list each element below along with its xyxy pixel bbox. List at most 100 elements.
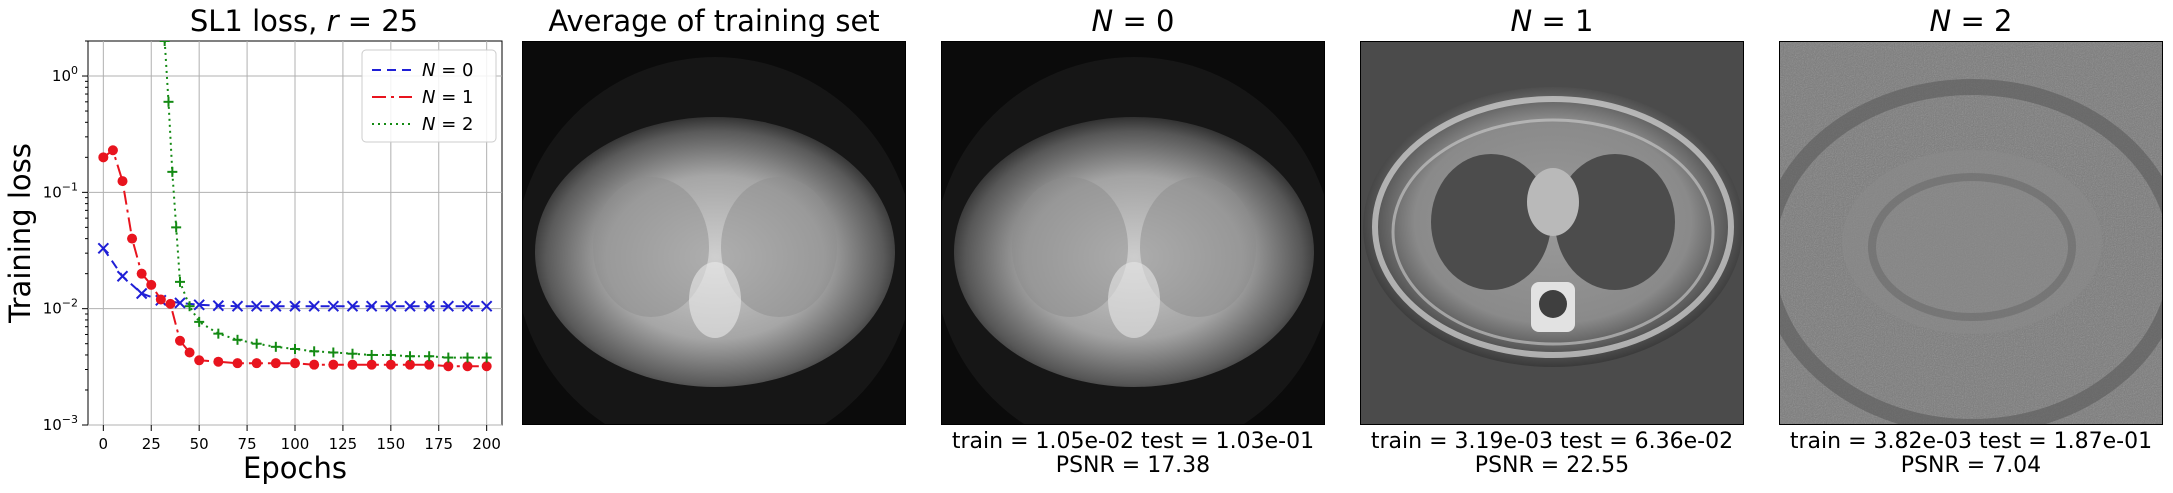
data-point bbox=[232, 334, 243, 345]
data-point bbox=[404, 300, 416, 312]
data-point bbox=[231, 300, 244, 312]
data-point bbox=[481, 361, 492, 372]
panel-title-average: Average of training set bbox=[548, 4, 880, 38]
series-2 bbox=[159, 41, 492, 363]
data-point bbox=[213, 328, 224, 339]
caption-n1: train = 3.19e-03 test = 6.36e-02 PSNR = … bbox=[1352, 430, 1752, 478]
x-axis-label: Epochs bbox=[243, 451, 347, 485]
data-point bbox=[442, 300, 455, 312]
data-point bbox=[347, 359, 358, 370]
data-point bbox=[171, 222, 182, 233]
panel-title-n2: N = 2 bbox=[1929, 4, 2013, 38]
data-point bbox=[270, 341, 281, 352]
data-point bbox=[423, 300, 435, 312]
data-point bbox=[193, 299, 205, 311]
data-point bbox=[117, 176, 128, 187]
caption-n0-metrics: train = 1.05e-02 test = 1.03e-01 bbox=[951, 429, 1315, 454]
data-point bbox=[175, 335, 185, 346]
data-point bbox=[155, 294, 166, 305]
data-point bbox=[328, 359, 339, 370]
data-point bbox=[194, 316, 205, 327]
data-point bbox=[127, 233, 138, 244]
data-point bbox=[251, 338, 262, 349]
series-line-2 bbox=[163, 41, 487, 359]
data-point bbox=[480, 300, 493, 312]
caption-n2-psnr: PSNR = 7.04 bbox=[1900, 453, 2042, 478]
data-point bbox=[385, 349, 396, 360]
caption-n2-metrics: train = 3.82e-03 test = 1.87e-01 bbox=[1789, 429, 2153, 454]
data-point bbox=[174, 297, 186, 309]
data-point bbox=[365, 300, 378, 312]
caption-n0: train = 1.05e-02 test = 1.03e-01 PSNR = … bbox=[933, 430, 1333, 478]
caption-n2: train = 3.82e-03 test = 1.87e-01 PSNR = … bbox=[1771, 430, 2171, 478]
data-point bbox=[308, 300, 320, 312]
data-point bbox=[184, 301, 195, 312]
x-tick-label: 75 bbox=[238, 435, 257, 453]
data-point bbox=[107, 145, 118, 156]
data-point bbox=[163, 96, 174, 107]
x-tick-label: 125 bbox=[329, 435, 358, 453]
legend-label: N = 2 bbox=[422, 114, 473, 135]
data-point bbox=[175, 276, 185, 287]
data-point bbox=[443, 361, 454, 372]
data-point bbox=[385, 300, 397, 312]
legend-box bbox=[361, 49, 497, 143]
data-point bbox=[289, 300, 301, 312]
y-axis-label: Training loss bbox=[3, 143, 37, 324]
data-point bbox=[184, 347, 195, 358]
data-point bbox=[424, 359, 435, 370]
data-point bbox=[194, 355, 205, 366]
data-point bbox=[270, 300, 282, 312]
loss-chart: 0 25 50 75 100 125 150 175 200 100 10−1 10−2 10−3 Ep… bbox=[3, 40, 503, 485]
data-point bbox=[290, 344, 300, 355]
legend-label: N = 0 bbox=[422, 60, 473, 81]
data-point bbox=[309, 359, 320, 370]
series-1 bbox=[98, 145, 492, 372]
axis-ticks: 0 25 50 75 100 125 150 175 200 100 10−1 10−2 10−3 bbox=[43, 40, 501, 453]
data-point bbox=[270, 358, 281, 369]
x-tick-label: 25 bbox=[142, 435, 161, 453]
legend: N = 0 N = 1 N = 2 bbox=[361, 49, 497, 143]
data-point bbox=[366, 359, 377, 370]
panel-title-n1: N = 1 bbox=[1510, 4, 1594, 38]
data-point bbox=[146, 279, 157, 290]
data-point bbox=[462, 352, 473, 363]
data-point bbox=[424, 351, 435, 362]
y-tick-label: 10−1 bbox=[43, 180, 78, 201]
data-point bbox=[98, 152, 109, 163]
x-tick-label: 0 bbox=[99, 435, 109, 453]
caption-n0-psnr: PSNR = 17.38 bbox=[1055, 453, 1211, 478]
data-point bbox=[116, 270, 129, 282]
average-image bbox=[522, 41, 906, 425]
data-point bbox=[251, 358, 262, 369]
caption-n1-psnr: PSNR = 22.55 bbox=[1474, 453, 1630, 478]
y-tick-label: 10−3 bbox=[43, 413, 78, 434]
x-tick-label: 200 bbox=[472, 435, 501, 453]
data-point bbox=[346, 300, 359, 312]
caption-n1-metrics: train = 3.19e-03 test = 6.36e-02 bbox=[1370, 429, 1734, 454]
data-point bbox=[212, 300, 225, 312]
x-tick-label: 50 bbox=[190, 435, 209, 453]
data-point bbox=[405, 351, 415, 362]
data-point bbox=[385, 359, 396, 370]
reconstruction-n1-image bbox=[1360, 41, 1744, 425]
data-point bbox=[327, 300, 340, 312]
reconstruction-n2-image bbox=[1779, 41, 2163, 425]
data-point bbox=[481, 352, 492, 363]
x-tick-label: 100 bbox=[281, 435, 310, 453]
x-tick-label: 175 bbox=[424, 435, 453, 453]
data-point bbox=[328, 347, 339, 358]
data-point bbox=[250, 300, 263, 312]
series-0 bbox=[97, 242, 493, 312]
data-point bbox=[232, 358, 243, 369]
data-point bbox=[165, 298, 176, 309]
data-point bbox=[366, 349, 377, 360]
legend-label: N = 1 bbox=[422, 87, 473, 108]
reconstruction-n0-image bbox=[941, 41, 1325, 425]
data-point bbox=[309, 346, 320, 357]
data-point bbox=[159, 41, 170, 46]
data-point bbox=[167, 166, 178, 177]
series-lines bbox=[97, 41, 493, 372]
x-tick-label: 150 bbox=[377, 435, 406, 453]
chart-title: SL1 loss, r = 25 bbox=[189, 4, 419, 38]
